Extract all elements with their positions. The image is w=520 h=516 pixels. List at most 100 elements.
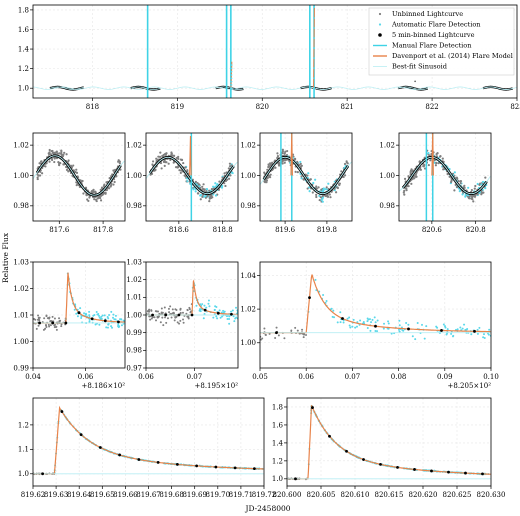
unbinned-point — [85, 193, 88, 197]
auto-flare-point — [423, 337, 426, 340]
auto-flare-point — [398, 330, 401, 333]
ytick-label: 1.2 — [18, 65, 29, 73]
unbinned-point — [410, 182, 413, 185]
auto-flare-point — [106, 326, 109, 329]
unbinned-point — [40, 160, 43, 163]
unbinned-point — [281, 162, 284, 165]
auto-flare-point — [215, 305, 218, 308]
axes-frame — [32, 4, 518, 99]
binned-point — [214, 465, 218, 469]
ytick-label: 0.98 — [13, 202, 29, 210]
unbinned-point — [162, 324, 165, 327]
auto-flare-point — [94, 323, 97, 326]
ytick-label: 1.2 — [18, 421, 29, 429]
plot-area — [260, 133, 352, 221]
unbinned-point — [294, 326, 297, 329]
axes-frame — [259, 132, 353, 222]
auto-flare-point — [199, 308, 202, 311]
auto-flare-point — [299, 160, 302, 164]
unbinned-point — [75, 168, 78, 171]
legend-label: Automatic Flare Detection — [391, 21, 481, 29]
panel-zoom2: 818.6 818.8 0.98 1.00 1.02 — [126, 132, 239, 234]
auto-flare-point — [208, 305, 211, 308]
legend-label: 5 min-binned Lightcurve — [392, 31, 475, 39]
unbinned-point — [48, 160, 51, 163]
unbinned-point — [455, 176, 458, 179]
auto-flare-point — [212, 185, 215, 188]
unbinned-point — [163, 164, 166, 168]
unbinned-point — [60, 152, 63, 155]
auto-flare-point — [383, 322, 386, 325]
unbinned-point — [168, 311, 171, 314]
auto-flare-point — [374, 330, 377, 333]
binned-point — [311, 406, 314, 409]
auto-flare-point — [313, 17, 315, 19]
auto-flare-point — [202, 317, 205, 320]
auto-flare-point — [312, 181, 315, 185]
unbinned-point — [35, 327, 38, 330]
unbinned-point — [67, 170, 70, 173]
unbinned-point — [202, 183, 205, 186]
plot-area — [287, 398, 491, 486]
unbinned-point — [165, 152, 168, 155]
offset-text: +8.205×10² — [448, 382, 492, 390]
auto-flare-point — [111, 316, 114, 319]
unbinned-point — [54, 151, 57, 154]
flare-model — [287, 404, 491, 480]
auto-flare-point — [332, 309, 335, 312]
auto-flare-point — [416, 321, 419, 324]
offset-text: +8.186×10² — [82, 382, 126, 390]
auto-flare-point — [351, 325, 354, 328]
auto-flare-point — [105, 326, 108, 329]
binned-point — [60, 410, 64, 413]
ytick-label: 1.01 — [13, 311, 29, 319]
unbinned-point — [49, 319, 52, 322]
auto-flare-point — [456, 328, 459, 331]
xtick-label: 823 — [510, 103, 520, 111]
binned-point — [379, 462, 382, 466]
auto-flare-point — [186, 180, 189, 183]
unbinned-point — [188, 306, 191, 309]
auto-flare-point — [76, 315, 79, 318]
auto-flare-point — [219, 316, 222, 319]
auto-flare-point — [451, 335, 454, 338]
auto-flare-point — [425, 325, 428, 328]
unbinned-point — [300, 175, 303, 178]
unbinned-point — [463, 186, 466, 189]
auto-flare-point — [221, 315, 224, 318]
binned-point — [90, 317, 94, 321]
unbinned-point — [208, 189, 211, 192]
unbinned-point — [343, 174, 347, 177]
auto-flare-point — [325, 299, 328, 302]
unbinned-point — [472, 194, 476, 197]
xtick-label: 0.06 — [298, 373, 314, 381]
unbinned-point — [260, 338, 262, 341]
ytick-label: 1.00 — [13, 338, 29, 346]
auto-flare-point — [359, 319, 362, 322]
auto-flare-point — [88, 318, 91, 321]
unbinned-point — [182, 321, 185, 324]
unbinned-point — [67, 159, 70, 162]
unbinned-point — [345, 161, 348, 164]
auto-flare-point — [376, 330, 379, 333]
unbinned-point — [414, 80, 416, 83]
unbinned-point — [44, 327, 47, 330]
xtick-label: 0.04 — [25, 373, 41, 381]
binned-point — [117, 320, 120, 324]
unbinned-point — [177, 155, 180, 158]
panel-big1: 819.62819.63819.64819.65819.66819.67819.… — [18, 397, 276, 499]
auto-flare-point — [369, 329, 372, 332]
xlabel: JD-2458000 — [244, 504, 290, 513]
unbinned-point — [296, 329, 299, 332]
auto-flare-point — [484, 187, 487, 190]
unbinned-point — [178, 169, 181, 172]
auto-flare-point — [368, 318, 371, 321]
auto-flare-point — [476, 328, 479, 331]
auto-flare-point — [464, 193, 467, 197]
ytick-label: 0.99 — [13, 364, 29, 372]
unbinned-point — [115, 175, 118, 178]
unbinned-point — [276, 155, 280, 158]
unbinned-point — [471, 196, 474, 199]
unbinned-point — [57, 160, 60, 164]
unbinned-point — [99, 199, 103, 202]
